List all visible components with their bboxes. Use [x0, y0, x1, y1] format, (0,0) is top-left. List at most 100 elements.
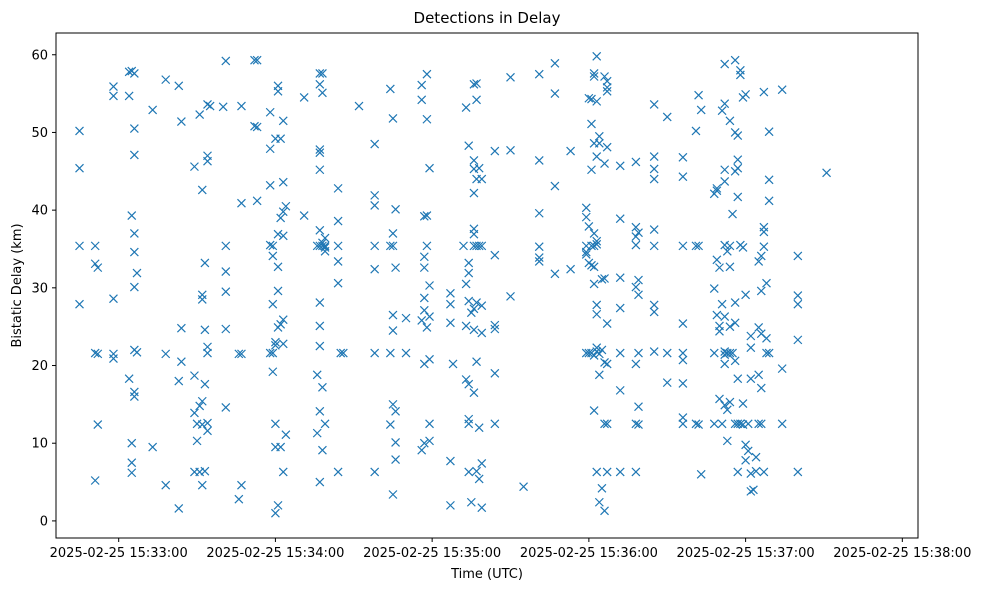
data-point [252, 196, 262, 206]
data-point [419, 293, 429, 303]
data-point [615, 467, 625, 477]
data-point [124, 67, 134, 77]
data-point [90, 348, 100, 358]
data-point [594, 131, 604, 141]
data-point [631, 232, 641, 241]
data-point [422, 114, 432, 124]
data-point [587, 260, 596, 270]
data-point [273, 500, 283, 510]
data-point [602, 82, 612, 92]
data-point [600, 72, 609, 81]
data-point [678, 355, 688, 365]
data-point [315, 79, 325, 89]
data-point [195, 401, 205, 411]
y-tick-label: 10 [31, 437, 48, 452]
data-point [132, 347, 142, 357]
data-point [469, 155, 479, 165]
data-point [592, 343, 602, 353]
data-point [730, 356, 740, 366]
data-point [550, 181, 560, 191]
data-point [109, 82, 118, 92]
data-point [419, 263, 429, 273]
data-point [419, 438, 429, 448]
y-tick-label: 40 [31, 204, 48, 219]
data-point [299, 93, 309, 102]
x-tick-label: 2025-02-25 15:34:00 [206, 546, 344, 561]
data-point [129, 124, 139, 133]
data-point [678, 172, 688, 182]
data-point [273, 229, 283, 239]
data-point [733, 374, 743, 384]
data-point [602, 86, 612, 96]
data-point [388, 399, 398, 409]
data-point [318, 68, 327, 78]
data-point [90, 476, 100, 485]
data-point [694, 420, 704, 429]
data-point [678, 348, 688, 358]
data-point [720, 312, 730, 322]
data-point [129, 387, 139, 397]
data-point [589, 241, 599, 251]
data-point [315, 145, 325, 154]
y-tick-label: 30 [31, 281, 48, 296]
data-point [777, 364, 787, 374]
data-point [448, 359, 458, 369]
data-point [320, 233, 330, 243]
data-point [777, 85, 787, 95]
data-point [709, 348, 719, 358]
data-point [464, 268, 474, 278]
data-point [793, 251, 803, 261]
data-point [190, 408, 199, 418]
data-point [589, 72, 599, 81]
data-point [649, 300, 659, 310]
data-point [276, 213, 286, 223]
data-point [388, 229, 398, 238]
x-tick-label: 2025-02-25 15:35:00 [363, 546, 501, 561]
data-point [715, 326, 724, 336]
data-point [270, 508, 280, 518]
data-point [550, 89, 560, 99]
data-point [615, 303, 625, 313]
data-point [649, 347, 659, 356]
data-point [354, 101, 364, 111]
data-point [733, 192, 743, 202]
data-point [631, 240, 641, 250]
data-point [320, 419, 330, 429]
data-point [109, 354, 118, 363]
data-point [278, 315, 288, 325]
x-tick-label: 2025-02-25 15:38:00 [833, 546, 971, 561]
data-point [759, 227, 769, 237]
data-point [631, 419, 641, 429]
data-point [127, 66, 137, 76]
data-point [461, 321, 471, 331]
data-point [741, 455, 751, 465]
data-point [634, 228, 643, 238]
data-point [602, 419, 612, 429]
data-point [318, 382, 327, 392]
data-point [174, 376, 184, 386]
data-point [320, 243, 330, 252]
data-point [129, 229, 139, 238]
data-point [75, 163, 84, 173]
data-point [566, 146, 576, 156]
data-point [581, 247, 591, 257]
data-point [477, 301, 487, 311]
data-point [759, 222, 769, 232]
data-point [712, 183, 722, 193]
data-point [597, 274, 607, 284]
data-point [730, 298, 740, 308]
data-point [649, 241, 659, 251]
data-point [466, 308, 476, 318]
data-point [720, 359, 730, 369]
data-point [566, 264, 576, 274]
data-point [315, 341, 325, 351]
data-point [161, 349, 171, 359]
data-point [592, 236, 602, 246]
points-layer [75, 51, 832, 518]
data-point [474, 163, 484, 173]
data-point [594, 349, 604, 359]
data-point [218, 102, 228, 112]
data-point [756, 383, 766, 393]
data-point [662, 378, 672, 388]
data-point [197, 290, 207, 300]
